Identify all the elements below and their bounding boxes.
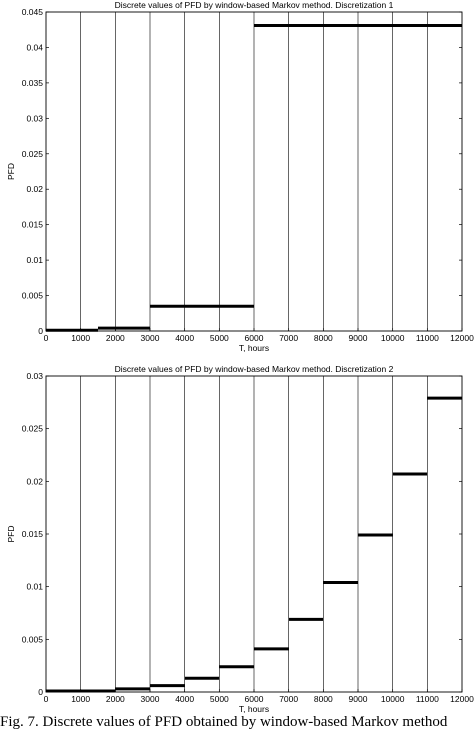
x-tick-label: 5000: [210, 333, 229, 343]
x-tick-label: 3000: [141, 333, 160, 343]
x-tick-label: 3000: [141, 694, 160, 704]
y-tick-label: 0.04: [26, 42, 43, 52]
x-tick-label: 1000: [71, 694, 90, 704]
x-axis-label: T, hours: [239, 704, 269, 714]
y-tick-label: 0.015: [22, 220, 44, 230]
y-tick-label: 0.03: [26, 371, 43, 381]
y-tick-label: 0: [38, 687, 43, 697]
x-tick-label: 4000: [175, 333, 194, 343]
x-tick-label: 4000: [175, 694, 194, 704]
x-tick-label: 8000: [314, 333, 333, 343]
y-tick-label: 0.03: [26, 113, 43, 123]
x-tick-label: 9000: [349, 333, 368, 343]
y-tick-label: 0.045: [22, 7, 44, 17]
y-axis-label: PFD: [6, 163, 16, 180]
y-axis-label: PFD: [6, 526, 16, 543]
x-tick-label: 0: [44, 333, 49, 343]
y-tick-label: 0.035: [22, 78, 44, 88]
y-tick-label: 0.01: [26, 255, 43, 265]
x-tick-label: 11000: [416, 333, 439, 343]
x-tick-label: 7000: [279, 694, 298, 704]
x-tick-label: 2000: [106, 694, 125, 704]
x-tick-label: 5000: [210, 694, 229, 704]
y-tick-label: 0.015: [22, 529, 44, 539]
chart-title: Discrete values of PFD by window-based M…: [115, 0, 394, 10]
x-tick-label: 6000: [245, 333, 264, 343]
x-tick-label: 12000: [450, 694, 474, 704]
x-tick-label: 11000: [416, 694, 439, 704]
x-tick-label: 10000: [381, 333, 405, 343]
x-tick-label: 2000: [106, 333, 125, 343]
chart-1: 0 1000 2000 3000 4000 5000 6000 7000 8000 9000 100…: [6, 0, 474, 353]
y-tick-label: 0: [38, 326, 43, 336]
x-axis-label: T, hours: [239, 343, 269, 353]
y-tick-label: 0.02: [26, 184, 43, 194]
x-tick-label: 8000: [314, 694, 333, 704]
x-tick-label: 6000: [245, 694, 264, 704]
x-tick-label: 9000: [349, 694, 368, 704]
y-tick-label: 0.02: [26, 476, 43, 486]
x-tick-label: 0: [44, 694, 49, 704]
chart-title: Discrete values of PFD by window-based M…: [115, 364, 394, 374]
y-tick-label: 0.01: [26, 582, 43, 592]
y-tick-label: 0.005: [22, 634, 44, 644]
figure-caption: Fig. 7. Discrete values of PFD obtained …: [0, 714, 448, 730]
y-tick-label: 0.025: [22, 149, 44, 159]
chart-2: 0 1000 2000 3000 4000 5000 6000 7000 8000 9000 100…: [6, 364, 474, 714]
x-tick-label: 12000: [450, 333, 474, 343]
y-tick-label: 0.005: [22, 291, 44, 301]
y-tick-label: 0.025: [22, 424, 44, 434]
x-tick-label: 1000: [71, 333, 90, 343]
x-tick-label: 7000: [279, 333, 298, 343]
x-tick-label: 10000: [381, 694, 405, 704]
